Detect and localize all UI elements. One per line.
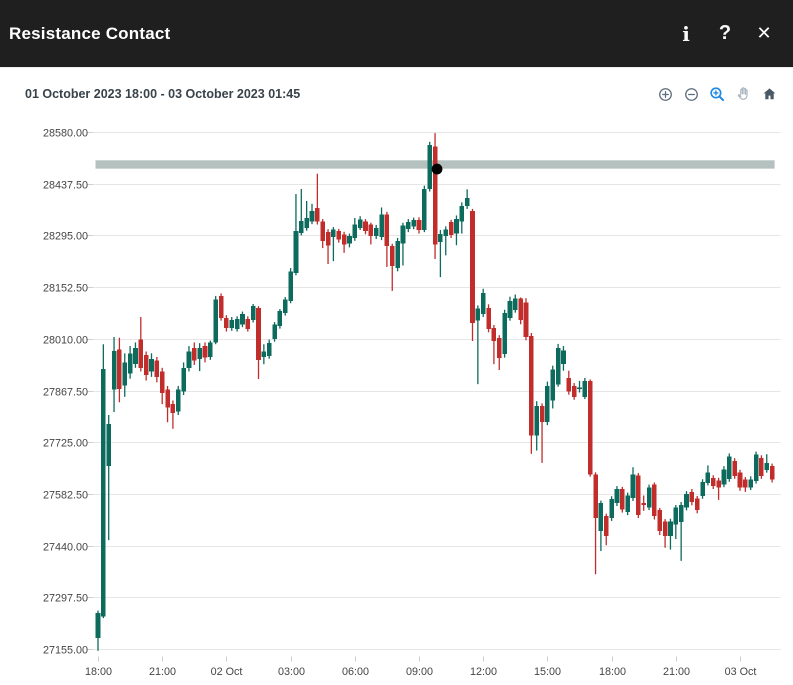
- x-axis-ticks: [98, 656, 741, 662]
- date-range-label: 01 October 2023 18:00 - 03 October 2023 …: [25, 87, 301, 101]
- window-title: Resistance Contact: [9, 23, 171, 43]
- svg-text:27440.00: 27440.00: [43, 541, 88, 553]
- pan-hand-icon: [737, 86, 748, 100]
- home-icon: [763, 87, 775, 99]
- svg-text:15:00: 15:00: [534, 666, 561, 678]
- chart-toolbar: [654, 83, 780, 105]
- magnifier-zoom-icon: [709, 86, 724, 101]
- chart-region: 01 October 2023 18:00 - 03 October 2023 …: [0, 67, 793, 685]
- zoom-out-icon: [684, 87, 698, 101]
- zoom-out-button[interactable]: [680, 83, 702, 105]
- svg-text:09:00: 09:00: [406, 666, 433, 678]
- info-button[interactable]: i: [671, 18, 701, 50]
- help-button[interactable]: ?: [710, 18, 740, 50]
- zoom-in-button[interactable]: [654, 83, 676, 105]
- titlebar: Resistance Contact i ? ✕: [0, 0, 793, 67]
- svg-text:21:00: 21:00: [149, 666, 176, 678]
- close-button[interactable]: ✕: [749, 18, 779, 50]
- svg-text:28295.00: 28295.00: [43, 230, 88, 242]
- gridlines: [87, 132, 781, 650]
- svg-text:18:00: 18:00: [599, 666, 626, 678]
- reset-view-button[interactable]: [758, 83, 780, 105]
- contact-marker: [431, 163, 443, 175]
- svg-text:27155.00: 27155.00: [43, 644, 88, 656]
- svg-text:28437.50: 28437.50: [43, 179, 88, 191]
- zoom-mode-button[interactable]: [706, 83, 728, 105]
- candles-layer: [95, 133, 775, 651]
- svg-text:03 Oct: 03 Oct: [725, 666, 757, 678]
- help-icon: ?: [718, 22, 732, 44]
- svg-text:28010.00: 28010.00: [43, 334, 88, 346]
- svg-text:27582.50: 27582.50: [43, 489, 88, 501]
- titlebar-buttons: i ? ✕: [671, 18, 779, 50]
- svg-text:03:00: 03:00: [278, 666, 305, 678]
- svg-text:12:00: 12:00: [470, 666, 497, 678]
- x-axis-labels: 18:00 21:00 02 Oct 03:00 06:00 09:00 12:00 15:0…: [85, 666, 756, 678]
- svg-text:21:00: 21:00: [663, 666, 690, 678]
- svg-text:27297.50: 27297.50: [43, 592, 88, 604]
- candlestick-chart[interactable]: 28580.00 28437.50 28295.00 28152.50 28010.00…: [0, 68, 793, 685]
- svg-text:27725.00: 27725.00: [43, 437, 88, 449]
- y-axis-labels: 28580.00 28437.50 28295.00 28152.50 28010.00…: [43, 127, 88, 656]
- svg-text:28152.50: 28152.50: [43, 282, 88, 294]
- close-icon: ✕: [756, 23, 772, 43]
- zoom-in-icon: [658, 87, 672, 101]
- svg-text:18:00: 18:00: [85, 666, 112, 678]
- svg-text:02 Oct: 02 Oct: [211, 666, 243, 678]
- info-icon: i: [682, 21, 690, 46]
- svg-text:06:00: 06:00: [342, 666, 369, 678]
- pan-button[interactable]: [732, 83, 754, 105]
- svg-text:27867.50: 27867.50: [43, 386, 88, 398]
- svg-text:28580.00: 28580.00: [43, 127, 88, 139]
